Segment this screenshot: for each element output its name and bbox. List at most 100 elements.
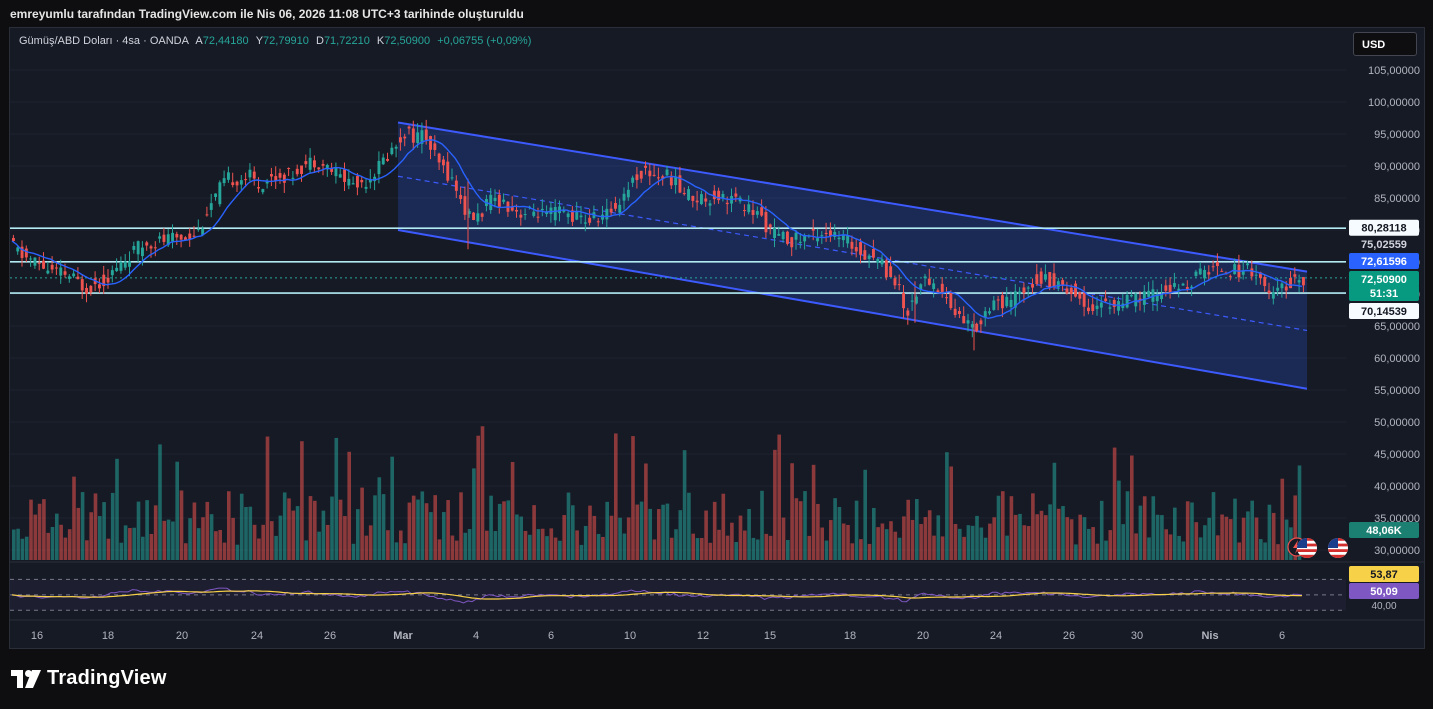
candle-body[interactable] [1263, 277, 1267, 287]
candle-body[interactable] [356, 176, 359, 188]
candle-body[interactable] [579, 215, 583, 218]
candle-body[interactable] [394, 146, 398, 149]
price-badge-80[interactable]: 80,28118 [1349, 219, 1419, 236]
candle-body[interactable] [665, 169, 669, 176]
candle-body[interactable] [472, 212, 475, 221]
candle-body[interactable] [996, 299, 1000, 301]
candle-body[interactable] [1147, 290, 1151, 297]
candle-body[interactable] [515, 209, 518, 212]
candle-body[interactable] [59, 267, 63, 276]
candle-body[interactable] [1164, 285, 1168, 291]
candle-body[interactable] [1078, 292, 1082, 299]
candle-body[interactable] [992, 300, 996, 310]
candle-body[interactable] [794, 232, 798, 240]
candle-body[interactable] [446, 161, 450, 181]
candle-body[interactable] [575, 211, 579, 220]
candle-body[interactable] [209, 203, 213, 210]
price-badge-75[interactable]: 75,02559 [1349, 236, 1419, 252]
candle-body[interactable] [429, 136, 432, 150]
candle-body[interactable] [1013, 291, 1017, 308]
candle-body[interactable] [872, 248, 875, 258]
candle-body[interactable] [1168, 284, 1172, 294]
candle-body[interactable] [1039, 271, 1043, 284]
candle-body[interactable] [33, 257, 37, 266]
rsi-badge[interactable]: 50,09 [1349, 583, 1419, 599]
candle-body[interactable] [20, 246, 24, 258]
us-flag-icon-2[interactable] [1328, 538, 1348, 558]
candle-body[interactable] [652, 174, 656, 176]
candle-body[interactable] [1026, 287, 1030, 289]
candle-body[interactable] [325, 164, 329, 170]
candle-body[interactable] [171, 232, 174, 242]
candle-body[interactable] [1009, 299, 1013, 308]
candle-body[interactable] [467, 210, 471, 214]
candle-body[interactable] [983, 311, 987, 318]
candle-body[interactable] [321, 164, 325, 166]
candle-body[interactable] [1044, 274, 1047, 280]
candle-body[interactable] [347, 178, 351, 186]
candle-body[interactable] [644, 165, 647, 168]
candle-body[interactable] [910, 300, 914, 302]
candle-body[interactable] [816, 238, 819, 242]
candle-body[interactable] [1302, 277, 1305, 286]
candle-body[interactable] [1087, 307, 1090, 312]
candle-body[interactable] [571, 210, 574, 222]
candle-body[interactable] [523, 214, 527, 216]
candle-body[interactable] [1035, 274, 1039, 284]
candle-body[interactable] [110, 270, 114, 276]
candle-body[interactable] [407, 126, 411, 129]
candle-body[interactable] [1181, 283, 1185, 286]
candle-body[interactable] [562, 210, 566, 212]
candle-body[interactable] [16, 247, 20, 252]
candle-body[interactable] [72, 273, 76, 277]
candle-body[interactable] [244, 179, 248, 181]
candle-body[interactable] [975, 323, 979, 332]
candle-body[interactable] [618, 204, 622, 213]
candle-body[interactable] [876, 258, 880, 263]
candle-body[interactable] [863, 250, 867, 260]
candle-body[interactable] [390, 147, 394, 155]
candle-body[interactable] [790, 237, 794, 248]
candle-body[interactable] [218, 182, 222, 205]
candle-body[interactable] [1018, 291, 1022, 294]
candle-body[interactable] [364, 186, 368, 189]
candle-body[interactable] [424, 129, 428, 140]
candle-body[interactable] [46, 270, 50, 274]
price-badge-countdown[interactable]: 51:31 [1349, 285, 1419, 301]
candle-body[interactable] [549, 207, 553, 214]
candle-body[interactable] [803, 235, 807, 242]
candle-body[interactable] [497, 194, 501, 207]
candle-body[interactable] [932, 283, 936, 290]
candle-body[interactable] [936, 290, 940, 293]
candle-body[interactable] [893, 278, 897, 286]
chart-frame[interactable]: 16 18 20 24 26 Mar 4 6 10 12 15 18 20 24 26 30 Nis 6 105,0… [9, 27, 1425, 649]
candle-body[interactable] [837, 237, 841, 240]
candle-body[interactable] [89, 285, 93, 293]
candle-body[interactable] [760, 207, 764, 216]
candle-body[interactable] [798, 241, 802, 243]
candle-body[interactable] [768, 224, 772, 228]
candle-body[interactable] [98, 284, 101, 289]
candle-body[interactable] [136, 241, 140, 255]
candle-body[interactable] [227, 172, 230, 180]
candle-body[interactable] [519, 214, 523, 218]
candle-body[interactable] [708, 203, 712, 206]
candle-body[interactable] [880, 259, 884, 265]
candle-body[interactable] [300, 165, 303, 174]
candle-body[interactable] [631, 177, 635, 183]
candle-body[interactable] [12, 237, 15, 242]
candle-body[interactable] [1203, 269, 1206, 279]
candle-body[interactable] [50, 264, 54, 270]
candle-body[interactable] [386, 158, 389, 161]
candle-body[interactable] [416, 132, 420, 143]
legend-symbol[interactable]: Gümüş/ABD Doları · 4sa · OANDA [19, 35, 189, 47]
candle-body[interactable] [261, 189, 265, 193]
candle-body[interactable] [940, 283, 944, 292]
candle-body[interactable] [553, 206, 557, 221]
candle-body[interactable] [257, 187, 260, 189]
candle-body[interactable] [1134, 293, 1138, 307]
candle-body[interactable] [1151, 289, 1155, 302]
candle-body[interactable] [351, 183, 355, 185]
candle-body[interactable] [373, 176, 377, 182]
candle-body[interactable] [381, 157, 385, 165]
